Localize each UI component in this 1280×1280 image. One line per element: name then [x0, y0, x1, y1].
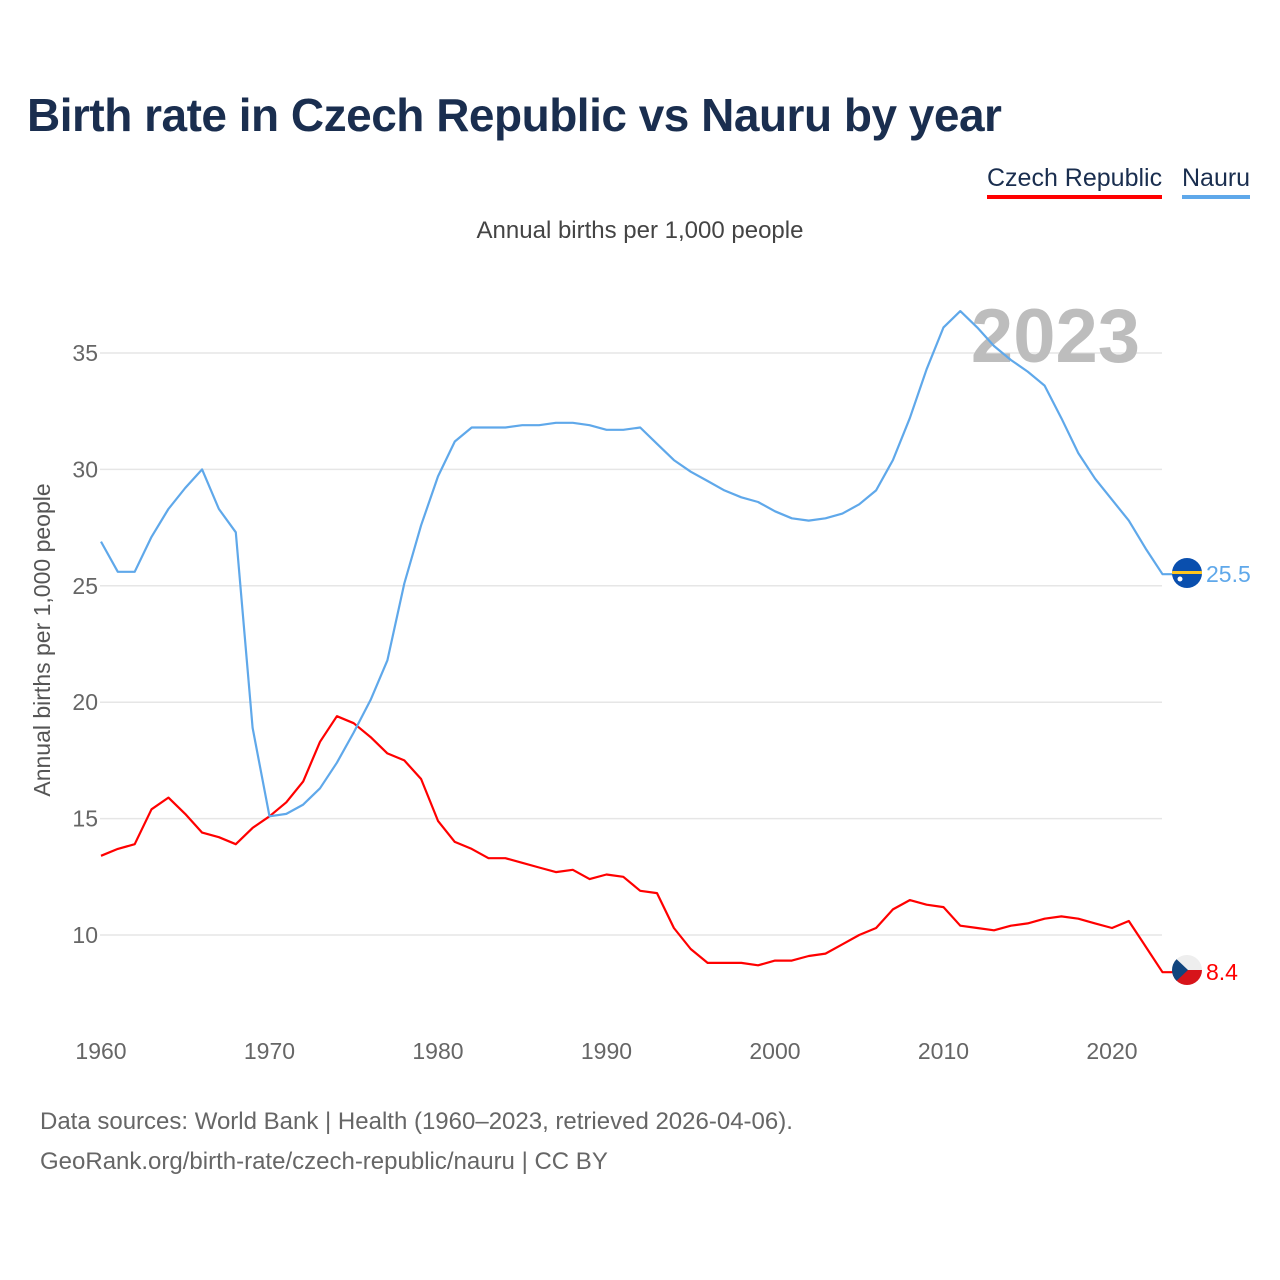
y-tick-label: 35 — [72, 340, 98, 366]
x-tick-label: 1990 — [581, 1038, 632, 1064]
x-tick-label: 1970 — [244, 1038, 295, 1064]
nauru-flag-icon — [1172, 558, 1202, 588]
x-tick-label: 2020 — [1086, 1038, 1137, 1064]
y-tick-label: 10 — [72, 922, 98, 948]
series-lines — [100, 310, 1173, 974]
y-axis-label: Annual births per 1,000 people — [29, 483, 55, 796]
x-tick-label: 2000 — [749, 1038, 800, 1064]
y-tick-label: 20 — [72, 689, 98, 715]
czech-flag-icon — [1172, 955, 1202, 985]
x-tick-label: 2010 — [918, 1038, 969, 1064]
x-axis-ticks: 1960 1970 1980 1990 2000 2010 2020 — [75, 1038, 1137, 1064]
series-line-czech-republic[interactable] — [100, 715, 1173, 974]
y-tick-label: 15 — [72, 806, 98, 832]
series-line-nauru[interactable] — [100, 310, 1173, 818]
y-tick-label: 30 — [72, 456, 98, 482]
x-tick-label: 1980 — [412, 1038, 463, 1064]
footer-sources: Data sources: World Bank | Health (1960–… — [40, 1108, 793, 1135]
x-tick-label: 1960 — [75, 1038, 126, 1064]
year-watermark: 2023 — [971, 294, 1140, 379]
legend-item-czech-republic[interactable]: Czech Republic — [987, 164, 1163, 199]
legend-item-nauru[interactable]: Nauru — [1182, 164, 1251, 199]
y-axis-ticks: 10 15 20 25 30 35 — [72, 340, 98, 948]
chart-subtitle: Annual births per 1,000 people — [476, 217, 804, 244]
y-tick-label: 25 — [72, 573, 98, 599]
chart-title: Birth rate in Czech Republic vs Nauru by… — [27, 89, 1002, 141]
end-value-label: 8.4 — [1206, 959, 1238, 985]
footer-link[interactable]: GeoRank.org/birth-rate/czech-republic/na… — [40, 1148, 608, 1175]
end-value-label: 25.5 — [1206, 561, 1251, 587]
end-markers: 8.4 25.5 — [1172, 558, 1251, 985]
gridlines — [100, 352, 1162, 936]
